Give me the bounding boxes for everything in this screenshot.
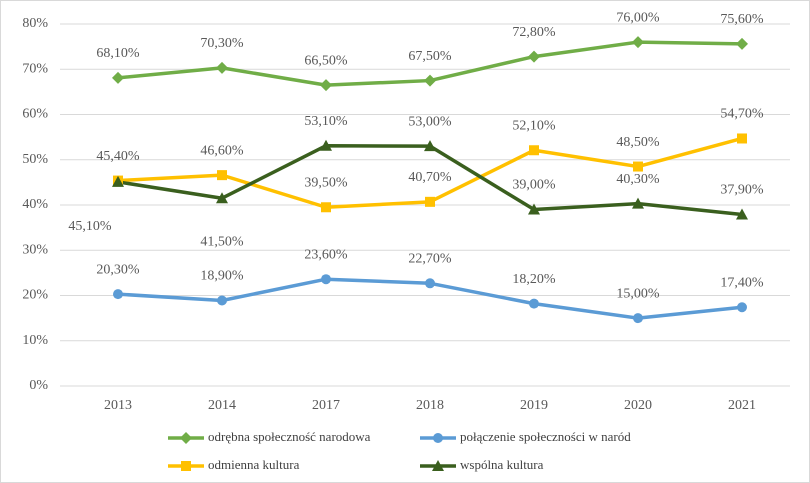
marker <box>181 461 191 471</box>
data-label: 52,10% <box>512 118 556 133</box>
data-label: 46,60% <box>200 143 244 158</box>
data-label: 41,50% <box>200 234 244 249</box>
data-label: 37,90% <box>720 183 764 198</box>
data-label: 17,40% <box>720 275 764 290</box>
y-tick-label: 80% <box>22 16 48 31</box>
data-label: 68,10% <box>96 46 140 61</box>
y-tick-label: 20% <box>22 288 48 303</box>
legend-label: wspólna kultura <box>460 457 544 472</box>
marker <box>529 145 539 156</box>
data-label: 20,30% <box>96 262 140 277</box>
data-label: 22,70% <box>408 252 452 267</box>
y-tick-label: 0% <box>29 378 48 393</box>
marker <box>217 170 227 181</box>
data-label: 66,50% <box>304 53 348 68</box>
data-label: 40,70% <box>408 170 452 185</box>
data-label: 18,90% <box>200 269 244 284</box>
data-label: 72,80% <box>512 25 556 40</box>
legend-label: odmienna kultura <box>208 457 300 472</box>
x-tick-label: 2018 <box>416 398 444 413</box>
marker <box>737 302 747 313</box>
x-tick-label: 2021 <box>728 398 756 413</box>
data-label: 40,30% <box>616 172 660 187</box>
legend: odrębna społeczność narodowa połączenie s… <box>168 429 631 472</box>
data-label: 45,40% <box>96 149 140 164</box>
data-label: 70,30% <box>200 36 244 51</box>
marker <box>433 433 443 443</box>
legend-label: odrębna społeczność narodowa <box>208 429 371 444</box>
data-label: 48,50% <box>616 135 660 150</box>
x-tick-label: 2019 <box>520 398 548 413</box>
marker <box>633 161 643 172</box>
marker <box>528 50 540 63</box>
data-label: 45,10% <box>68 219 112 234</box>
marker <box>424 74 436 87</box>
marker <box>321 274 331 285</box>
y-tick-label: 40% <box>22 197 48 212</box>
marker <box>737 133 747 144</box>
data-label: 53,00% <box>408 114 452 129</box>
marker <box>112 71 124 84</box>
marker <box>736 37 748 50</box>
legend-label: połączenie społeczności w naród <box>460 429 631 444</box>
marker <box>216 61 228 74</box>
marker <box>113 289 123 300</box>
marker <box>528 203 540 215</box>
marker <box>321 202 331 213</box>
marker <box>112 175 124 187</box>
marker <box>424 140 436 152</box>
marker <box>320 139 332 151</box>
data-label: 39,50% <box>304 175 348 190</box>
x-tick-label: 2014 <box>208 398 236 413</box>
data-label: 54,70% <box>720 107 764 122</box>
marker <box>632 197 644 209</box>
x-tick-label: 2020 <box>624 398 652 413</box>
marker <box>425 196 435 207</box>
data-label: 23,60% <box>304 247 348 262</box>
y-tick-label: 60% <box>22 107 48 122</box>
y-tick-label: 30% <box>22 242 48 257</box>
marker <box>736 208 748 220</box>
marker <box>216 192 228 204</box>
data-label: 53,10% <box>304 114 348 129</box>
data-label: 18,20% <box>512 272 556 287</box>
marker <box>217 295 227 306</box>
marker <box>180 432 192 444</box>
data-label: 67,50% <box>408 49 452 64</box>
marker <box>529 298 539 309</box>
marker <box>633 313 643 324</box>
y-tick-label: 50% <box>22 152 48 167</box>
data-label: 75,60% <box>720 12 764 27</box>
data-label: 39,00% <box>512 178 556 193</box>
y-tick-label: 10% <box>22 333 48 348</box>
data-label: 76,00% <box>616 10 660 25</box>
marker <box>425 278 435 289</box>
data-label: 15,00% <box>616 286 660 301</box>
x-tick-label: 2013 <box>104 398 132 413</box>
marker <box>432 460 444 471</box>
marker <box>320 79 332 92</box>
y-tick-label: 70% <box>22 61 48 76</box>
marker <box>632 36 644 49</box>
x-tick-label: 2017 <box>312 398 340 413</box>
